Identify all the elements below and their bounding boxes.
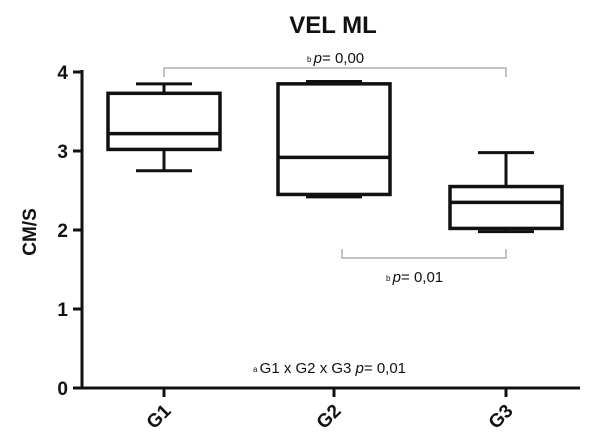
boxplot-g1 [106, 82, 222, 173]
y-tick-label: 4 [57, 63, 68, 84]
y-axis-label: CM/S [20, 208, 41, 256]
bracket-g1-g3 [163, 67, 507, 77]
y-tick-label: 3 [57, 142, 68, 163]
annotation-p-g1-g3: b p= 0,00 [307, 50, 364, 67]
box-iqr [106, 91, 222, 152]
box-iqr [276, 82, 392, 197]
y-tick-label: 0 [57, 379, 68, 400]
axes [73, 70, 580, 397]
boxplot-g3 [448, 151, 564, 234]
x-tick-label: G1 [143, 400, 176, 433]
x-tick-label: G2 [313, 401, 346, 434]
significance-brackets [163, 67, 507, 259]
bracket-g2-g3 [341, 249, 507, 259]
annotations: b p= 0,00 b p= 0,01 a G1 x G2 x G3 p= 0,01 [253, 50, 443, 377]
y-tick-label: 2 [57, 221, 68, 242]
boxplots [106, 79, 564, 234]
annotation-p-g2-g3: b p= 0,01 [386, 269, 443, 286]
y-tick-label: 1 [57, 300, 68, 321]
box-iqr [448, 184, 564, 231]
x-tick-label: G3 [485, 401, 518, 434]
annotation-p-overall: a G1 x G2 x G3 p= 0,01 [253, 360, 406, 377]
boxplot-g2 [276, 79, 392, 199]
chart-title: VEL ML [289, 12, 377, 39]
